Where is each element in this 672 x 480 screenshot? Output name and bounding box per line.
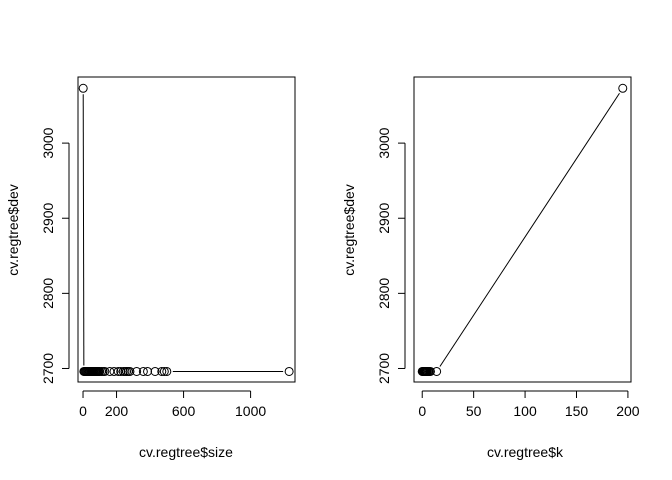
series-line-segment [82, 94, 85, 366]
y-axis-label: cv.regtree$dev [5, 184, 21, 276]
x-tick-label: 0 [418, 403, 426, 419]
x-tick-label: 100 [513, 403, 537, 419]
x-tick-label: 600 [172, 403, 196, 419]
plot-frame [413, 76, 632, 383]
data-point [125, 366, 135, 376]
y-tick-label: 2900 [40, 202, 56, 233]
x-tick-label: 150 [565, 403, 589, 419]
data-point [432, 366, 442, 376]
data-point [109, 366, 119, 376]
y-tick-label: 2900 [376, 202, 392, 233]
x-axis-label: cv.regtree$k [487, 444, 564, 460]
data-point [132, 366, 142, 376]
k-panel: cv.regtree$k cv.regtree$dev 0 50 100 150 200… [341, 76, 640, 460]
y-tick-label: 3000 [376, 127, 392, 158]
data-point [100, 366, 110, 376]
data-point [157, 366, 167, 376]
data-point [425, 366, 435, 376]
y-tick-label: 2800 [376, 278, 392, 309]
plot-frame [77, 76, 296, 383]
data-point [162, 366, 172, 376]
data-point [284, 366, 294, 376]
y-axis-label: cv.regtree$dev [341, 184, 357, 276]
series-line-segment [439, 93, 620, 367]
x-tick-label: 1000 [235, 403, 266, 419]
x-tick-label: 50 [466, 403, 482, 419]
y-tick-label: 2800 [40, 278, 56, 309]
data-point [78, 83, 88, 93]
y-tick-label: 3000 [40, 127, 56, 158]
x-tick-label: 200 [105, 403, 129, 419]
data-point [159, 366, 169, 376]
x-tick-label: 0 [79, 403, 87, 419]
size-panel: cv.regtree$size cv.regtree$dev 0 200 600 10… [5, 76, 296, 460]
data-point [618, 83, 628, 93]
x-tick-label: 200 [616, 403, 640, 419]
data-point [150, 366, 160, 376]
y-tick-label: 2700 [376, 353, 392, 384]
y-tick-label: 2700 [40, 353, 56, 384]
data-point [138, 366, 148, 376]
x-axis-label: cv.regtree$size [139, 444, 233, 460]
